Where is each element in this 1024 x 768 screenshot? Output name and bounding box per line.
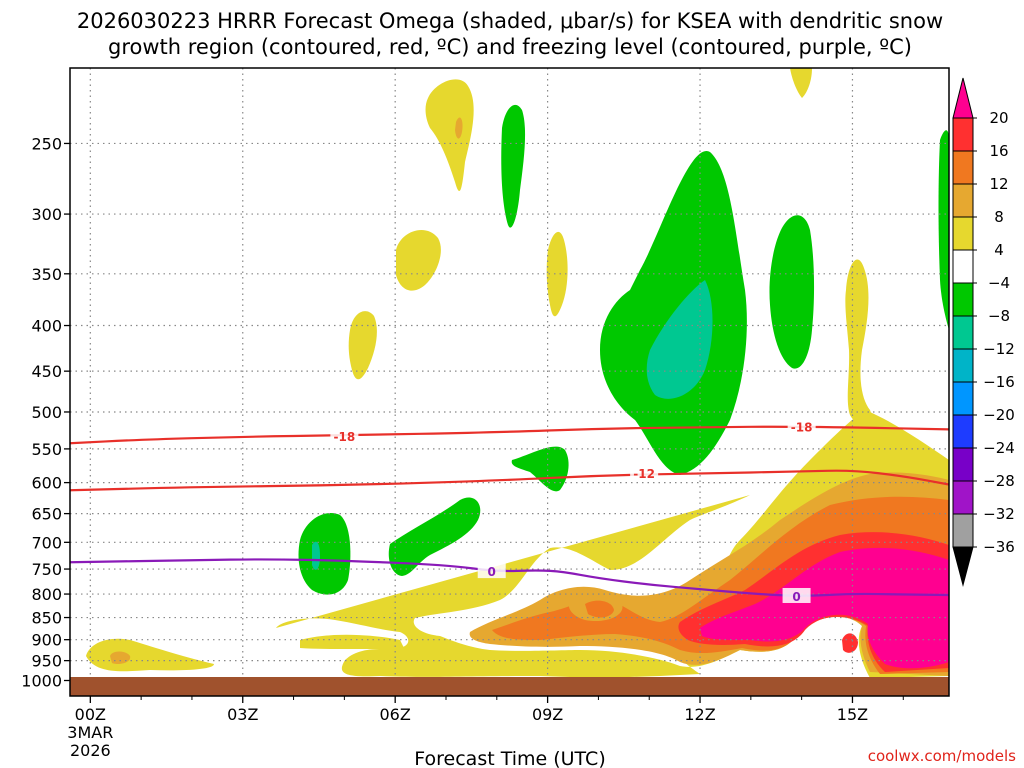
y-tick-label: 750 xyxy=(31,560,62,579)
colorbar-swatch xyxy=(952,480,974,515)
colorbar-label: −4 xyxy=(988,274,1010,292)
terrain-surface xyxy=(70,677,949,696)
colorbar-swatch xyxy=(952,183,974,218)
credit-text: coolwx.com/models xyxy=(868,747,1016,765)
omega-shade-positive-cell xyxy=(300,634,405,650)
omega-shade-positive-cell xyxy=(348,311,377,380)
y-tick-label: 550 xyxy=(31,440,62,459)
omega-shade-positive-cell xyxy=(585,600,614,618)
colorbar: 20 16 12 8 4 −4 −8 −12 −16 −20 −24 −28 −32 −36 xyxy=(952,77,1015,587)
colorbar-label: −28 xyxy=(983,472,1015,490)
colorbar-swatch xyxy=(952,216,974,251)
omega-shade-positive-cell xyxy=(845,259,872,425)
x-tick-label: 06Z xyxy=(380,705,411,724)
contour-line xyxy=(70,425,949,445)
omega-shade-negative-cell xyxy=(938,130,949,330)
colorbar-swatch xyxy=(952,381,974,416)
x-tick-label: 03Z xyxy=(227,705,258,724)
y-tick-label: 800 xyxy=(31,585,62,604)
omega-shade-negative-cell xyxy=(501,104,526,228)
colorbar-swatch xyxy=(952,315,974,350)
contour-label-bg xyxy=(330,428,359,444)
y-tick-label: 1000 xyxy=(21,672,62,691)
colorbar-label: 20 xyxy=(989,109,1008,127)
colorbar-label: 12 xyxy=(989,175,1008,193)
plot-border xyxy=(69,67,950,697)
y-tick-label: 700 xyxy=(31,533,62,552)
omega-shade-negative-cell xyxy=(769,215,815,369)
omega-shade-positive-cell xyxy=(700,547,949,669)
omega-shade-positive-cell xyxy=(86,638,214,672)
contour-label-bg xyxy=(782,587,811,603)
omega-shade-positive-cell xyxy=(842,633,858,653)
x-tick-label: 09Z xyxy=(532,705,563,724)
y-tick-label: 500 xyxy=(31,403,62,422)
chart-title-line2: growth region (contoured, red, ºC) and f… xyxy=(108,35,912,59)
omega-shade-negative-cell xyxy=(298,512,351,595)
omega-shade-positive-cell xyxy=(455,117,463,139)
contour-label-bg xyxy=(477,563,506,579)
x-tick-label: 12Z xyxy=(684,705,715,724)
y-tick-label: 250 xyxy=(31,134,62,153)
plot-area: -18 -18 -12 0 0 xyxy=(70,68,949,696)
contour-label: -12 xyxy=(633,467,655,481)
y-tick-label: 400 xyxy=(31,317,62,336)
colorbar-label: 8 xyxy=(994,208,1004,226)
colorbar-swatch xyxy=(952,513,974,548)
colorbar-label: −20 xyxy=(983,406,1015,424)
colorbar-swatch xyxy=(952,282,974,317)
chart-title-line1: 2026030223 HRRR Forecast Omega (shaded, … xyxy=(77,9,943,33)
omega-shade-negative-cell xyxy=(312,541,320,570)
omega-shade-negative-cell xyxy=(646,280,713,399)
colorbar-label: −12 xyxy=(983,340,1015,358)
colorbar-arrow-top xyxy=(952,77,974,119)
colorbar-arrow-bottom xyxy=(952,546,974,587)
y-tick-label: 450 xyxy=(31,362,62,381)
omega-shade-positive-cell xyxy=(790,68,812,98)
x-tick-date: 3MAR xyxy=(67,723,113,742)
omega-shading xyxy=(86,68,949,678)
colorbar-swatch xyxy=(952,249,974,284)
colorbar-swatch xyxy=(952,117,974,152)
colorbar-label: −8 xyxy=(988,307,1010,325)
colorbar-swatch xyxy=(952,150,974,185)
omega-shade-positive-cell xyxy=(546,231,568,317)
y-tick-label: 900 xyxy=(31,631,62,650)
contour-label: -18 xyxy=(791,420,813,434)
contour-label-bg xyxy=(630,464,659,480)
contour-label: 0 xyxy=(488,565,496,579)
y-tick-label: 650 xyxy=(31,505,62,524)
omega-shade-negative-cell xyxy=(511,446,569,492)
x-axis-label: Forecast Time (UTC) xyxy=(414,748,605,768)
colorbar-label: −32 xyxy=(983,505,1015,523)
y-tick-label: 850 xyxy=(31,609,62,628)
omega-shade-negative-cell xyxy=(388,497,481,576)
colorbar-label: 16 xyxy=(989,142,1008,160)
contour-label-bg xyxy=(787,418,816,434)
contour-label: 0 xyxy=(792,590,800,604)
x-tick-year: 2026 xyxy=(70,741,111,760)
contour-lines: -18 -18 -12 0 0 xyxy=(70,418,949,604)
contour-line xyxy=(70,469,949,492)
colorbar-swatch xyxy=(952,447,974,482)
colorbar-label: −16 xyxy=(983,373,1015,391)
omega-shade-positive-cell xyxy=(425,79,474,192)
colorbar-swatch xyxy=(952,348,974,383)
y-tick-label: 350 xyxy=(31,265,62,284)
contour-label: -18 xyxy=(334,430,356,444)
x-tick-label: 00Z xyxy=(75,705,106,724)
y-axis: 250 300 350 400 450 500 550 600 650 700 750 800 850 9… xyxy=(21,134,70,691)
colorbar-label: −24 xyxy=(983,439,1015,457)
colorbar-swatch xyxy=(952,414,974,449)
y-tick-label: 950 xyxy=(31,652,62,671)
colorbar-label: 4 xyxy=(994,241,1004,259)
omega-shade-positive-cell xyxy=(396,229,441,291)
colorbar-label: −36 xyxy=(983,538,1015,556)
x-tick-label: 15Z xyxy=(837,705,868,724)
y-tick-label: 300 xyxy=(31,205,62,224)
y-tick-label: 600 xyxy=(31,474,62,493)
